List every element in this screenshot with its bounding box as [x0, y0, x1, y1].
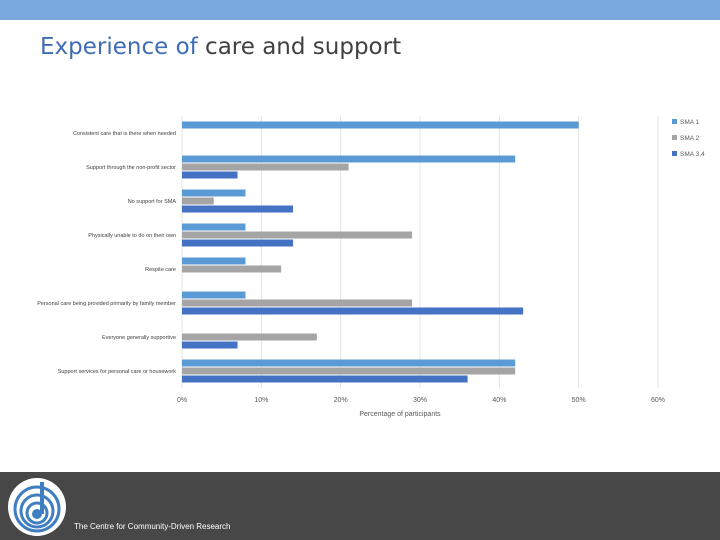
slide-title-highlight: Experience of — [40, 34, 198, 60]
bar-sma-1 — [182, 257, 246, 265]
footer-bar — [0, 472, 720, 540]
category-label: Support through the non-profit sector — [86, 165, 176, 171]
legend-label: SMA 2 — [680, 135, 700, 142]
x-tick-label: 20% — [334, 397, 348, 404]
x-tick-label: 50% — [572, 397, 586, 404]
category-label: Physically unable to do on their own — [88, 233, 176, 239]
legend-swatch — [672, 135, 677, 140]
bar-chart: 0% 10% 20% 30% 40% 50% 60% Percentage of partic… — [37, 116, 705, 418]
bar-sma-1 — [182, 291, 246, 299]
top-accent-bar — [0, 0, 720, 20]
bar-sma-3-4 — [182, 341, 238, 349]
slide-title: Experience of care and support — [40, 34, 401, 60]
bar-sma-2 — [182, 367, 516, 375]
bar-sma-3-4 — [182, 307, 524, 315]
footer-organization-text: The Centre for Community-Driven Research — [74, 522, 231, 531]
bar-sma-2 — [182, 265, 282, 273]
x-tick-label: 30% — [413, 397, 427, 404]
category-label: Support services for personal care or ho… — [58, 369, 177, 375]
bar-sma-1 — [182, 359, 516, 367]
bar-sma-1 — [182, 223, 246, 231]
x-tick-label: 40% — [492, 397, 506, 404]
category-label: Consistent care that is there when neede… — [73, 131, 176, 137]
legend-swatch — [672, 119, 677, 124]
bar-sma-1 — [182, 189, 246, 197]
bar-sma-2 — [182, 163, 349, 171]
bar-sma-2 — [182, 299, 413, 307]
x-tick-label: 10% — [254, 397, 268, 404]
bar-sma-3-4 — [182, 375, 468, 383]
x-tick-label: 60% — [651, 397, 665, 404]
bar-sma-3-4 — [182, 205, 294, 213]
category-label: Personal care being provided primarily b… — [37, 301, 176, 307]
x-axis-title: Percentage of participants — [359, 411, 441, 418]
category-label: Everyone generally supportive — [102, 335, 176, 341]
legend-label: SMA 1 — [680, 119, 700, 126]
category-label: Respite care — [145, 267, 176, 273]
bar-sma-2 — [182, 231, 413, 239]
bar-sma-1 — [182, 155, 516, 163]
slide-title-rest: care and support — [197, 34, 402, 60]
legend-label: SMA 3,4 — [680, 151, 705, 158]
category-label: No support for SMA — [128, 199, 177, 205]
ccdr-logo-icon — [8, 478, 66, 536]
bar-sma-1 — [182, 121, 579, 129]
bar-sma-3-4 — [182, 171, 238, 179]
legend-swatch — [672, 151, 677, 156]
bar-sma-3-4 — [182, 239, 294, 247]
x-tick-label: 0% — [177, 397, 187, 404]
bar-sma-2 — [182, 333, 317, 341]
bar-sma-2 — [182, 197, 214, 205]
